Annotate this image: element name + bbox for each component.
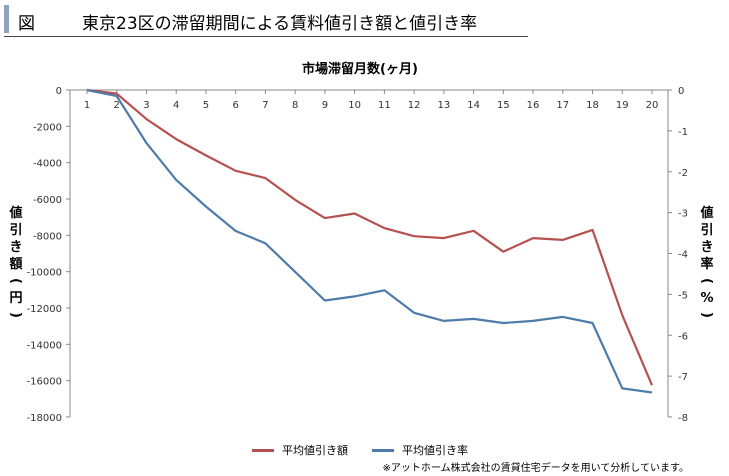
y-axis-label-right-char: ) [699, 312, 714, 318]
source-footnote: ※アットホーム株式会社の賃貸住宅データを用いて分析しています。 [382, 463, 689, 474]
x-tick-label: 7 [262, 100, 268, 111]
y-tick-label-right: 0 [678, 86, 684, 97]
y-axis-label-left-char: 円 [9, 291, 22, 306]
x-tick-label: 10 [348, 100, 361, 111]
x-tick-label: 13 [437, 100, 450, 111]
series-line-discount-rate [86, 88, 653, 394]
x-tick-label: 16 [527, 100, 540, 111]
y-axis-label-left-char: ( [8, 278, 23, 284]
x-tick-label: 8 [292, 100, 298, 111]
y-tick-label-right: -7 [678, 372, 688, 383]
y-axis-label-left-char: 引 [9, 223, 22, 238]
y-tick-label-left: -12000 [27, 304, 62, 315]
figure-label: 図 [18, 14, 35, 34]
title-accent-bar [4, 5, 9, 33]
legend-swatch-discount-amount [252, 448, 274, 452]
x-tick-label: 12 [408, 100, 421, 111]
y-axis-label-left-char: ) [8, 312, 23, 318]
x-tick-label: 3 [143, 100, 149, 111]
y-tick-label-right: -3 [678, 209, 688, 220]
y-tick-label-right: -2 [678, 168, 688, 179]
x-tick-label: 1 [84, 100, 90, 111]
x-tick-label: 4 [173, 100, 179, 111]
y-tick-label-right: -4 [678, 250, 688, 261]
y-tick-label-left: -10000 [27, 268, 62, 279]
y-tick-label-left: -2000 [33, 122, 62, 133]
y-tick-label-right: -6 [678, 331, 688, 342]
y-tick-label-left: -18000 [27, 413, 62, 424]
x-tick-label: 11 [378, 100, 391, 111]
y-axis-label-right-char: ( [699, 278, 714, 284]
y-axis-label-right-char: 率 [700, 256, 713, 272]
x-tick-label: 5 [203, 100, 209, 111]
y-axis-label-right-char: き [700, 240, 713, 255]
y-tick-label-right: -5 [678, 290, 688, 301]
x-tick-label: 18 [586, 100, 599, 111]
y-tick-label-right: -1 [678, 127, 688, 138]
legend-item-discount-amount: 平均値引き額 [252, 442, 348, 458]
y-axis-label-right-char: 引 [700, 223, 713, 238]
x-tick-label: 20 [646, 100, 659, 111]
legend-label-discount-rate: 平均値引き率 [402, 444, 468, 457]
y-axis-label-right-char: % [700, 291, 713, 306]
x-tick-label: 17 [556, 100, 569, 111]
series-line-discount-amount [86, 88, 654, 386]
figure-title: 東京23区の滞留期間による賃料値引き額と値引き率 [82, 14, 478, 34]
x-tick-label: 2 [114, 100, 120, 111]
y-axis-label-right-char: 値 [699, 205, 713, 221]
x-tick-label: 15 [497, 100, 510, 111]
x-tick-label: 14 [467, 100, 480, 111]
x-tick-label: 6 [232, 100, 238, 111]
y-tick-label-left: -14000 [27, 340, 62, 351]
legend-item-discount-rate: 平均値引き率 [372, 442, 468, 458]
chart-title: 市場滞留月数(ヶ月) [302, 61, 418, 77]
x-tick-label: 9 [322, 100, 328, 111]
chart-legend: 平均値引き額 平均値引き率 [252, 442, 468, 458]
y-tick-label-left: -6000 [33, 195, 62, 206]
x-tick-label: 19 [616, 100, 629, 111]
y-tick-label-left: 0 [56, 86, 62, 97]
y-tick-label-left: -8000 [33, 231, 62, 242]
figure-title-bar: 図 東京23区の滞留期間による賃料値引き額と値引き率 [4, 3, 528, 37]
legend-swatch-discount-rate [372, 448, 394, 452]
y-axis-label-left-char: 額 [8, 256, 22, 272]
y-axis-label-left-char: き [9, 240, 22, 255]
y-tick-label-left: -4000 [33, 159, 62, 170]
y-axis-label-left-char: 値 [8, 205, 22, 221]
y-tick-label-right: -8 [678, 413, 688, 424]
legend-label-discount-amount: 平均値引き額 [282, 444, 348, 457]
y-tick-label-left: -16000 [27, 377, 62, 388]
title-underline [4, 36, 528, 37]
